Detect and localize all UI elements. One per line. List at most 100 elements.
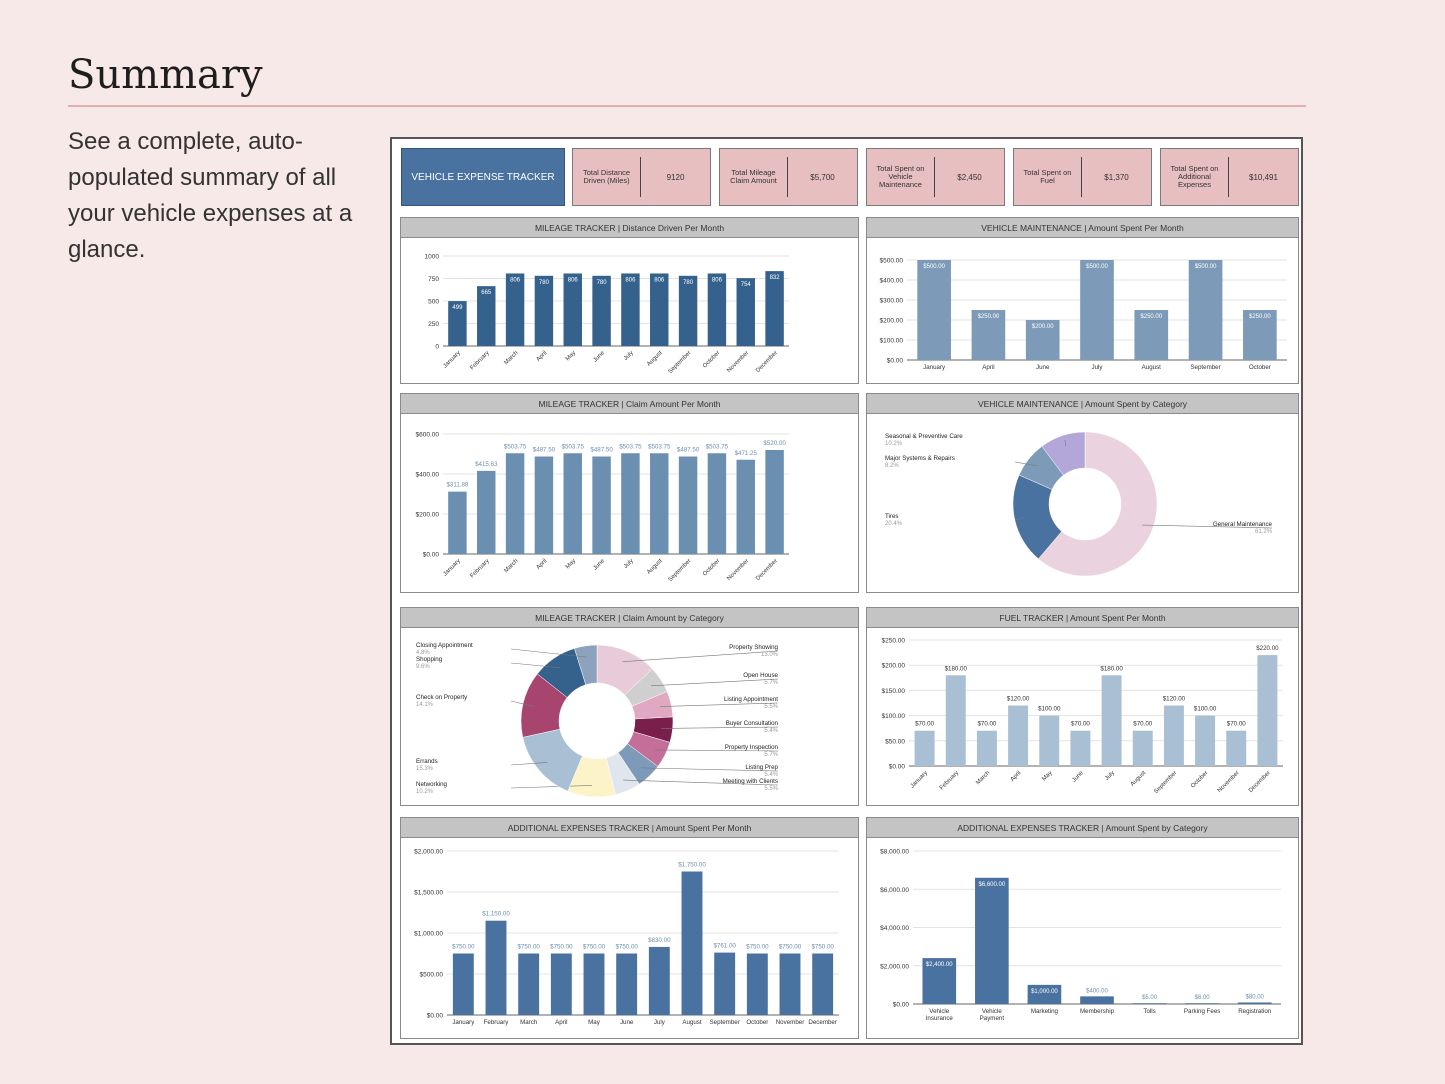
bar	[681, 871, 703, 1015]
slice-label: Major Systems & Repairs	[885, 455, 955, 462]
x-tick-label: November	[726, 558, 750, 582]
data-label: $750.00	[615, 944, 638, 951]
bar	[616, 953, 638, 1015]
kpi-value: 9120	[666, 172, 685, 182]
x-tick-label: September	[710, 1019, 740, 1026]
slice-label: Networking	[416, 781, 448, 788]
data-label: $70.00	[1133, 721, 1152, 728]
x-tick-label: December	[755, 350, 779, 374]
x-tick-label: July	[1091, 364, 1103, 371]
bar	[650, 273, 669, 346]
x-tick-label: October	[702, 558, 721, 577]
slice-label: Property Showing	[729, 644, 778, 651]
y-tick-label: $500.00	[880, 258, 904, 265]
kpi-label: Total Spent on Vehicle Maintenance	[867, 157, 935, 197]
data-label-bg	[651, 274, 668, 284]
x-tick-label: Vehicle	[982, 1008, 1003, 1015]
data-label: $471.25	[735, 450, 758, 457]
bar	[518, 953, 540, 1015]
data-label: $503.75	[504, 443, 527, 450]
slice-percent: 5.7%	[764, 752, 778, 758]
x-tick-label: February	[939, 770, 960, 791]
x-tick-label: February	[469, 350, 490, 371]
bar	[1080, 260, 1114, 360]
data-label: $1,750.00	[678, 862, 706, 869]
slice-label: Property Inspection	[725, 744, 779, 751]
data-label-bg	[564, 274, 581, 284]
slice-label: Tires	[885, 513, 899, 520]
data-label: $311.88	[446, 482, 468, 489]
slice-percent: 61.2%	[1255, 529, 1273, 535]
y-tick-label: $0.00	[893, 1002, 910, 1009]
data-label: $180.00	[945, 665, 968, 672]
data-label: $2,400.00	[926, 962, 953, 968]
data-label-bg	[1026, 321, 1059, 330]
x-tick-label: April	[1010, 770, 1023, 783]
leader-line	[510, 700, 535, 707]
data-label: $761.00	[713, 943, 736, 950]
data-label: $503.75	[706, 443, 729, 450]
pie-slice	[1038, 431, 1158, 577]
slice-label: Shopping	[416, 656, 443, 663]
data-label: 832	[770, 275, 781, 281]
y-tick-label: $1,500.00	[414, 890, 443, 897]
data-label: $503.75	[619, 443, 642, 450]
bar	[505, 453, 525, 554]
bar	[1185, 1003, 1219, 1004]
data-label: $520.00	[763, 440, 786, 447]
data-label: $80.00	[1246, 994, 1265, 1000]
bar	[746, 953, 768, 1015]
slice-label: Check on Property	[416, 694, 468, 701]
maintenance-bar-chart: $0.00 $100.00 $200.00 $300.00 $400.00 $500.00…	[880, 258, 1287, 371]
x-tick-label: May	[588, 1019, 601, 1026]
x-tick-label: November	[776, 1019, 805, 1026]
data-label: 806	[510, 277, 521, 283]
data-label-bg	[593, 276, 610, 286]
additional-month-bar-chart: $0.00 $500.00 $1,000.00 $1,500.00 $2,000.00 $…	[414, 849, 839, 1026]
data-label: $100.00	[1038, 706, 1061, 713]
pie-slice	[1041, 431, 1086, 476]
leader-line	[623, 779, 779, 786]
dashboard-sheet: VEHICLE EXPENSE TRACKER Total Distance D…	[390, 137, 1303, 1045]
data-label: $487.50	[590, 447, 613, 454]
x-tick-label: May	[565, 350, 577, 362]
kpi-label: Total Mileage Claim Amount	[720, 157, 788, 197]
panel-maintenance-by-category: VEHICLE MAINTENANCE | Amount Spent by Ca…	[866, 393, 1299, 593]
x-tick-label: June	[620, 1019, 634, 1026]
y-tick-label: 500	[428, 299, 439, 306]
bar	[1195, 715, 1216, 766]
data-label: $1,150.00	[482, 911, 510, 918]
leader-line	[659, 702, 779, 707]
data-label: $220.00	[1256, 645, 1279, 652]
y-tick-label: 250	[428, 321, 439, 328]
x-tick-label: Insurance	[926, 1015, 954, 1022]
data-label-bg	[976, 878, 1008, 888]
kpi-fuel: Total Spent on Fuel $1,370	[1013, 148, 1152, 206]
slice-label: Listing Appointment	[724, 696, 778, 703]
x-tick-label: December	[755, 558, 779, 582]
data-label: $400.00	[1086, 988, 1108, 994]
bar	[505, 273, 525, 346]
bar	[976, 730, 997, 766]
kpi-value: $1,370	[1104, 172, 1129, 182]
bar	[707, 273, 727, 346]
leader-line	[641, 767, 779, 772]
data-label: 780	[597, 280, 608, 286]
y-tick-label: 1000	[425, 254, 440, 261]
data-label-bg	[478, 287, 495, 297]
additional-category-bar-chart: $0.00 $2,000.00 $4,000.00 $6,000.00 $8,000.0…	[880, 849, 1281, 1022]
bar	[1080, 996, 1114, 1004]
bar	[534, 275, 554, 346]
x-tick-label: August	[682, 1019, 702, 1026]
bar	[1070, 730, 1091, 766]
leader-line	[1064, 439, 1067, 446]
bar	[621, 453, 640, 554]
leader-line	[622, 650, 779, 662]
x-tick-label: January	[910, 770, 929, 789]
panel-title: VEHICLE MAINTENANCE | Amount Spent Per M…	[867, 218, 1298, 238]
y-tick-label: $2,000.00	[414, 849, 443, 856]
bar	[1163, 705, 1184, 766]
dashboard-banner: VEHICLE EXPENSE TRACKER	[401, 148, 565, 206]
x-tick-label: October	[746, 1019, 768, 1026]
data-label: 754	[741, 282, 752, 288]
